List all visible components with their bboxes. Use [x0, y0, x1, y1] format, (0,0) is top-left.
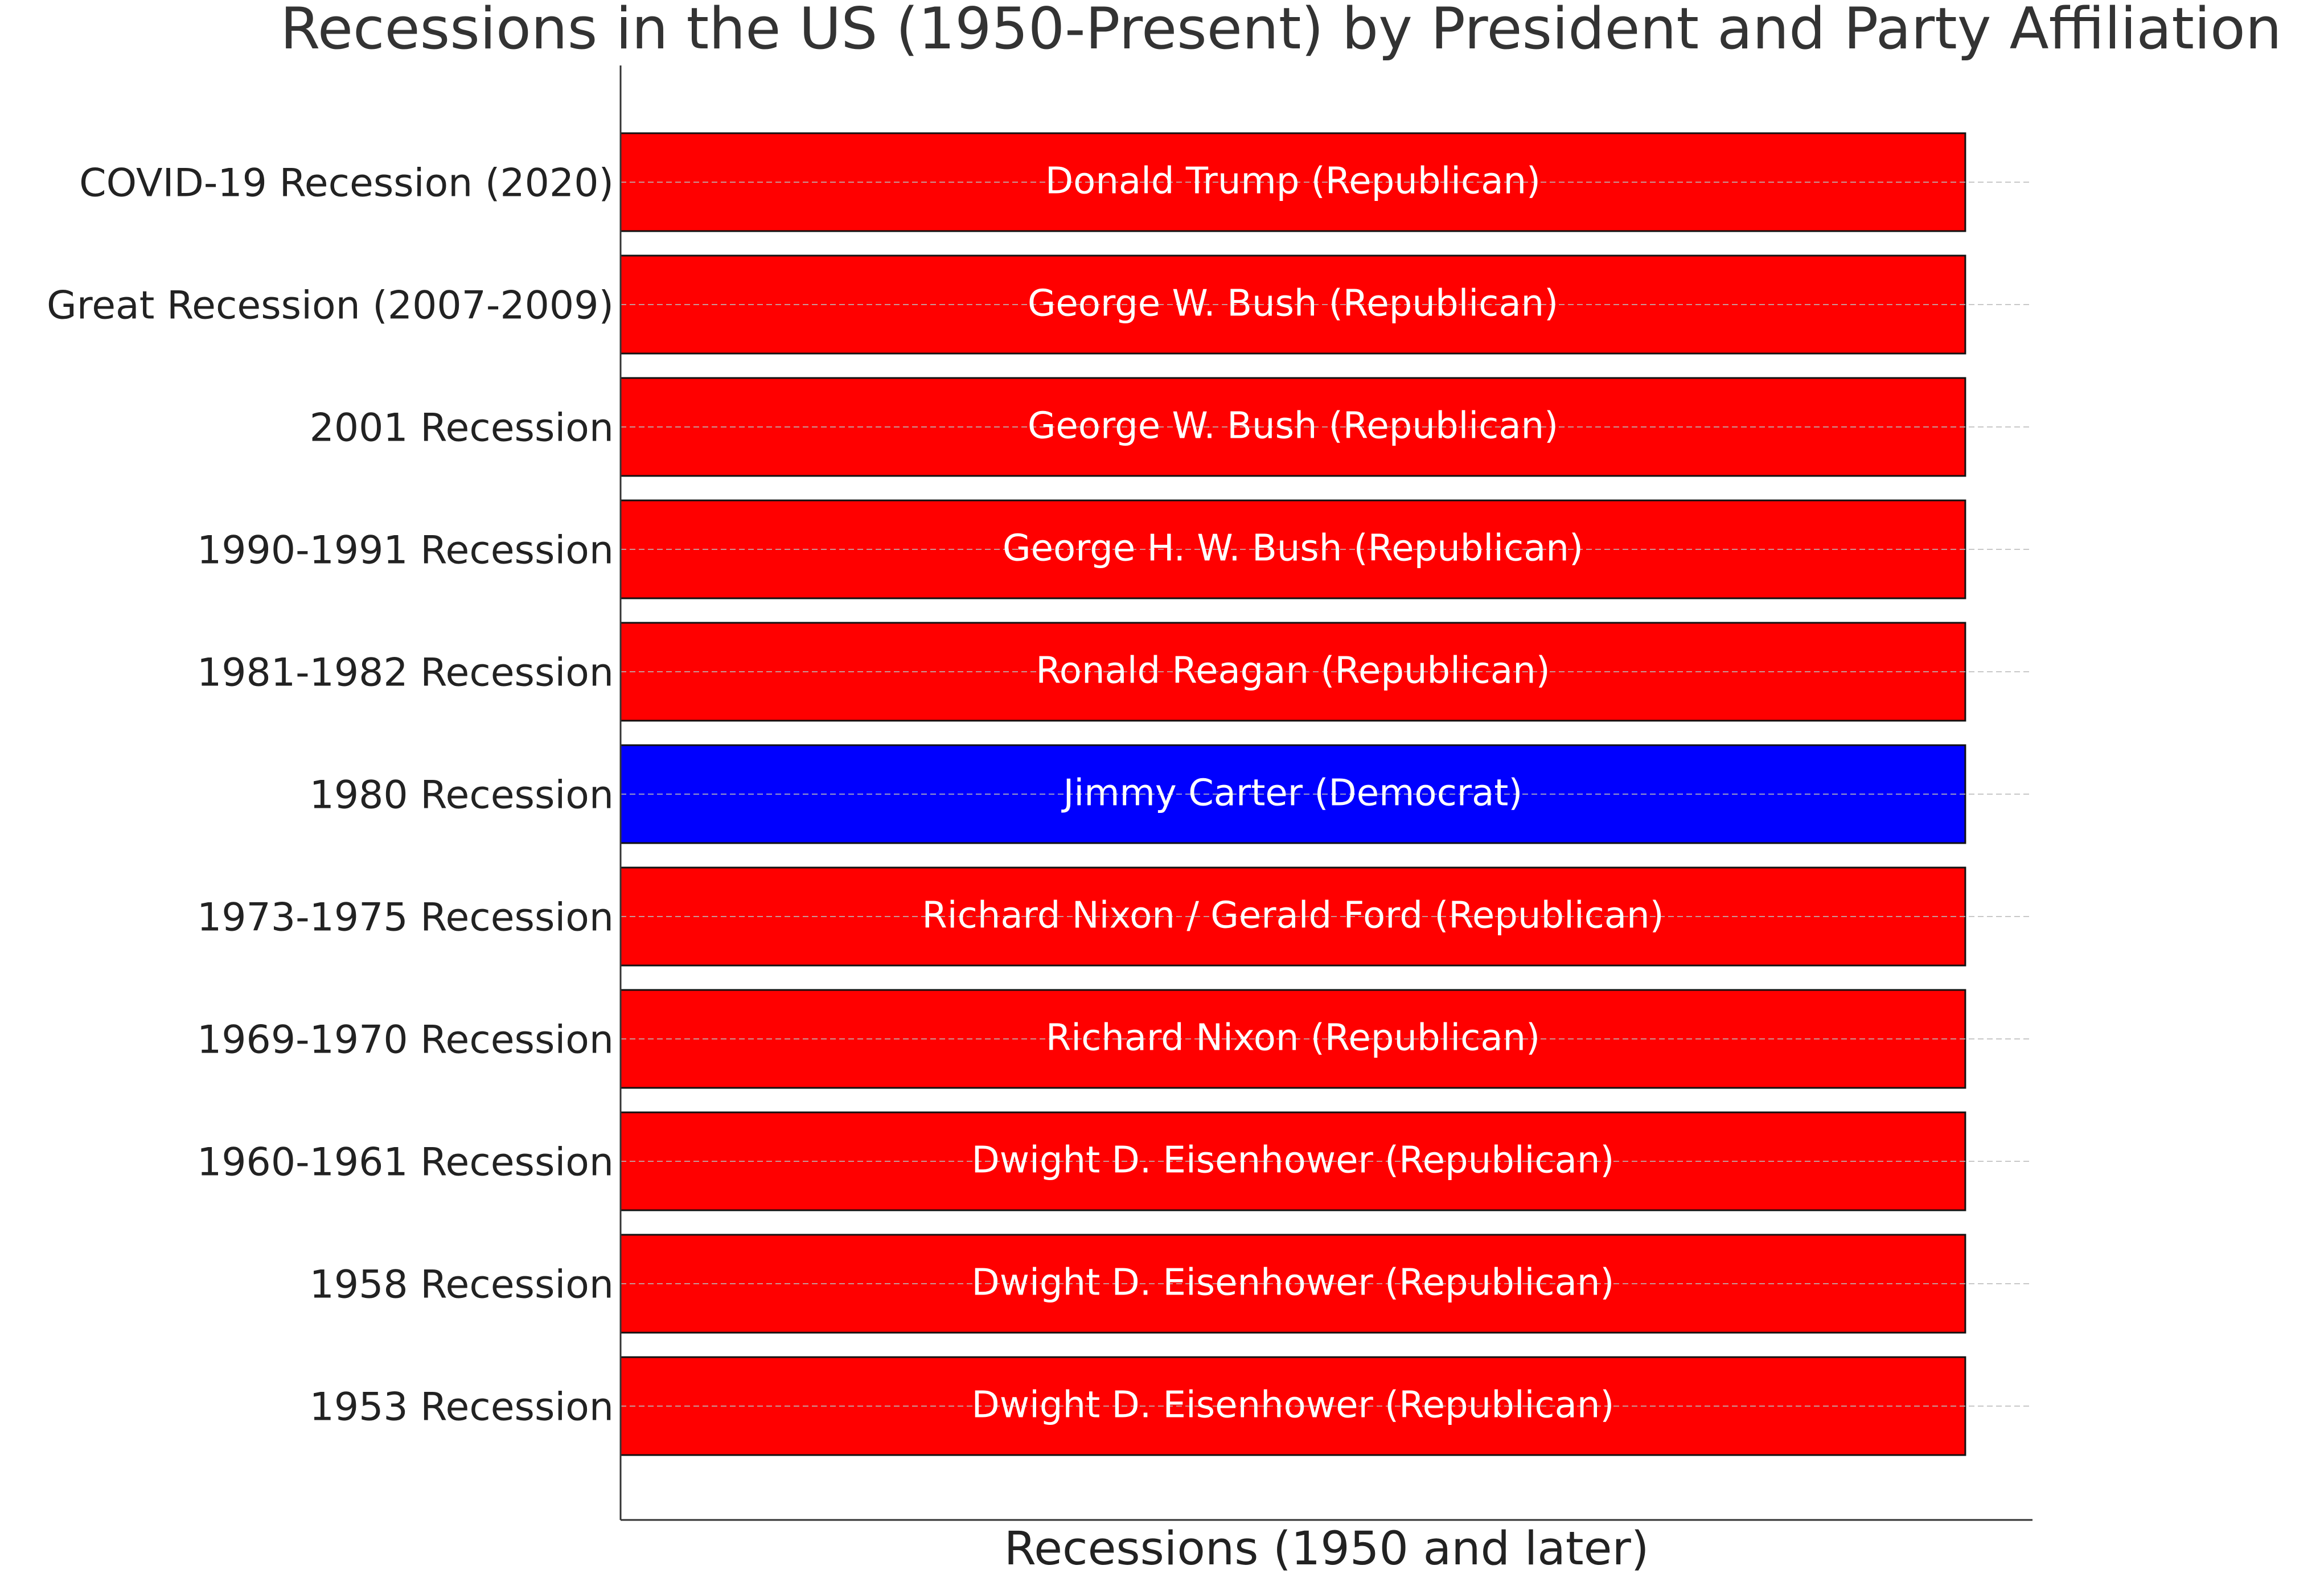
bar-label: Jimmy Carter (Democrat) — [1061, 772, 1523, 815]
grid-lines — [621, 182, 2033, 1407]
bar-label: Richard Nixon / Gerald Ford (Republican) — [922, 895, 1664, 937]
bar-label: Donald Trump (Republican) — [1045, 161, 1541, 203]
y-tick-label: 1990-1991 Recession — [197, 528, 614, 573]
bar-label: Dwight D. Eisenhower (Republican) — [972, 1384, 1615, 1427]
y-tick-label: 1958 Recession — [310, 1263, 614, 1308]
y-tick-label: Great Recession (2007-2009) — [47, 283, 614, 328]
bar-label: Ronald Reagan (Republican) — [1036, 650, 1550, 692]
chart-title: Recessions in the US (1950-Present) by P… — [280, 0, 2282, 62]
y-tick-label: 1981-1982 Recession — [197, 651, 614, 696]
bar-labels: Donald Trump (Republican) George W. Bush … — [922, 161, 1664, 1427]
y-tick-label: 1973-1975 Recession — [197, 895, 614, 940]
bar-label: George H. W. Bush (Republican) — [1003, 528, 1583, 570]
bar-label: Richard Nixon (Republican) — [1046, 1017, 1540, 1059]
x-axis-label: Recessions (1950 and later) — [1004, 1522, 1649, 1576]
y-tick-label: 1980 Recession — [310, 773, 614, 818]
bar-label: Dwight D. Eisenhower (Republican) — [972, 1262, 1615, 1304]
bar-label: George W. Bush (Republican) — [1028, 283, 1558, 325]
y-tick-labels: COVID-19 Recession (2020) Great Recession… — [47, 161, 614, 1430]
y-tick-label: 1969-1970 Recession — [197, 1018, 614, 1063]
y-tick-label: 2001 Recession — [310, 406, 614, 451]
y-tick-label: 1953 Recession — [310, 1385, 614, 1430]
bar-label: George W. Bush (Republican) — [1028, 405, 1558, 447]
y-tick-label: COVID-19 Recession (2020) — [79, 161, 614, 206]
y-tick-label: 1960-1961 Recession — [197, 1140, 614, 1185]
bar-label: Dwight D. Eisenhower (Republican) — [972, 1140, 1615, 1182]
